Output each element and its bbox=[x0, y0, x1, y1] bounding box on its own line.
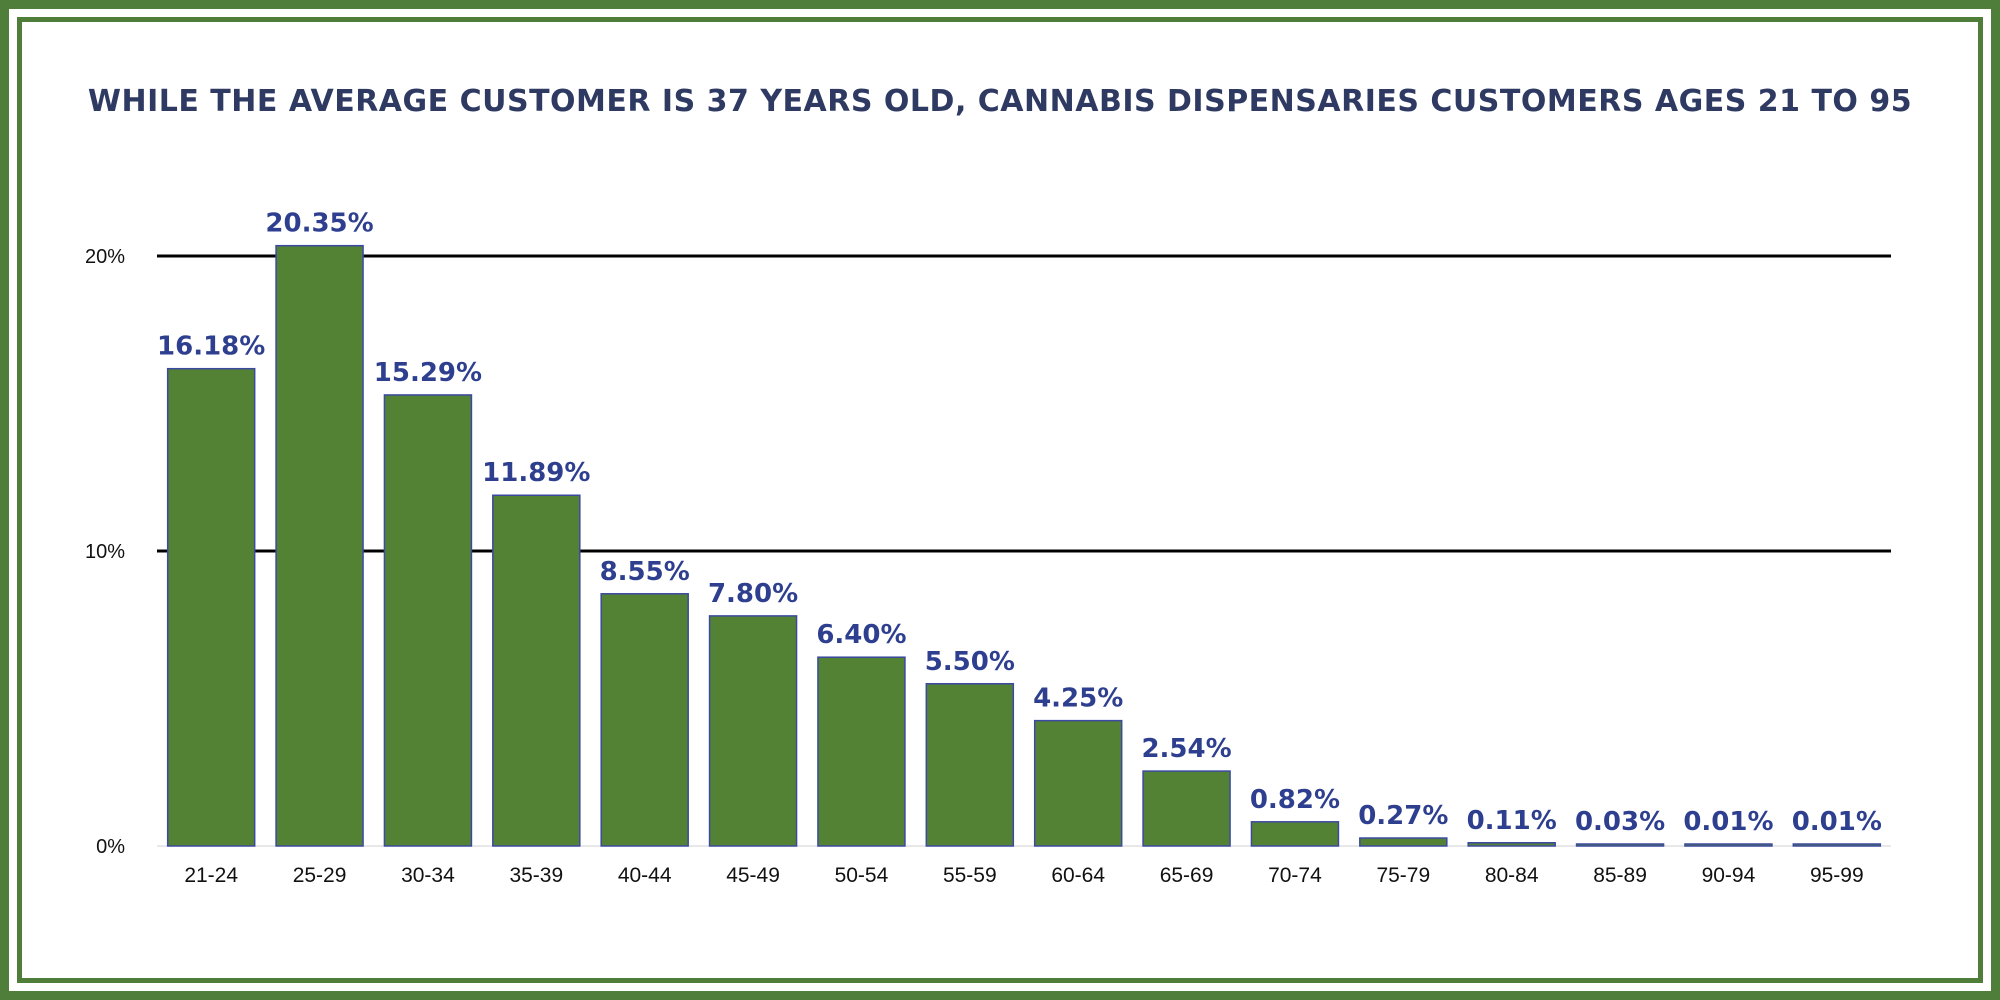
x-tick-label: 30-34 bbox=[401, 864, 455, 887]
bar bbox=[1467, 842, 1556, 847]
x-tick-label: 75-79 bbox=[1376, 864, 1430, 887]
bar bbox=[492, 494, 581, 847]
data-label: 16.18% bbox=[157, 332, 265, 362]
x-tick-label: 60-64 bbox=[1051, 864, 1105, 887]
x-tick-label: 95-99 bbox=[1810, 864, 1864, 887]
data-label: 7.80% bbox=[708, 579, 798, 609]
data-label: 2.54% bbox=[1141, 734, 1231, 764]
bar bbox=[1359, 837, 1448, 847]
x-tick-label: 21-24 bbox=[184, 864, 238, 887]
y-tick-label: 0% bbox=[96, 836, 125, 858]
x-tick-label: 40-44 bbox=[618, 864, 672, 887]
data-label: 0.03% bbox=[1575, 807, 1665, 837]
data-label: 0.27% bbox=[1358, 801, 1448, 831]
x-tick-label: 90-94 bbox=[1702, 864, 1756, 887]
bars bbox=[166, 244, 1882, 847]
data-label: 20.35% bbox=[265, 209, 373, 239]
x-tick-label: 25-29 bbox=[293, 864, 347, 887]
bar bbox=[166, 367, 256, 847]
inner-frame bbox=[17, 17, 1983, 983]
bar bbox=[708, 615, 798, 847]
bar bbox=[1250, 821, 1340, 847]
bar bbox=[1575, 843, 1665, 847]
bar bbox=[1142, 770, 1231, 847]
data-label: 11.89% bbox=[482, 458, 590, 488]
x-tick-label: 50-54 bbox=[835, 864, 889, 887]
x-tick-label: 35-39 bbox=[509, 864, 563, 887]
data-labels: 16.18% 20.35% 15.29% 11.89% 8.55% 7.80% 6.40% 5… bbox=[157, 209, 1882, 837]
bar bbox=[383, 394, 473, 847]
bar bbox=[1033, 719, 1123, 847]
bar bbox=[1684, 843, 1773, 847]
data-label: 0.01% bbox=[1792, 807, 1882, 837]
x-tick-label: 45-49 bbox=[726, 864, 780, 887]
x-tick-label: 85-89 bbox=[1593, 864, 1647, 887]
y-axis-ticks: 0% 10% 20% bbox=[85, 246, 125, 858]
bar bbox=[600, 593, 689, 847]
data-label: 5.50% bbox=[925, 647, 1015, 677]
data-label: 15.29% bbox=[374, 358, 482, 388]
x-tick-label: 80-84 bbox=[1485, 864, 1539, 887]
category-labels: 21-24 25-29 30-34 35-39 40-44 45-49 50-54 55-59… bbox=[184, 864, 1863, 887]
bar bbox=[275, 244, 364, 847]
y-tick-label: 10% bbox=[85, 541, 125, 563]
data-label: 0.82% bbox=[1250, 785, 1340, 815]
data-label: 8.55% bbox=[600, 557, 690, 587]
x-tick-label: 70-74 bbox=[1268, 864, 1322, 887]
data-label: 0.11% bbox=[1467, 806, 1557, 836]
data-label: 4.25% bbox=[1033, 684, 1123, 714]
x-tick-label: 65-69 bbox=[1160, 864, 1214, 887]
data-label: 0.01% bbox=[1683, 807, 1773, 837]
bar bbox=[1792, 843, 1882, 847]
x-tick-label: 55-59 bbox=[943, 864, 997, 887]
bar bbox=[925, 683, 1015, 847]
y-tick-label: 20% bbox=[85, 246, 125, 268]
data-label: 6.40% bbox=[816, 620, 906, 650]
bar bbox=[817, 656, 906, 847]
chart-title: WHILE THE AVERAGE CUSTOMER IS 37 YEARS O… bbox=[87, 84, 1913, 119]
